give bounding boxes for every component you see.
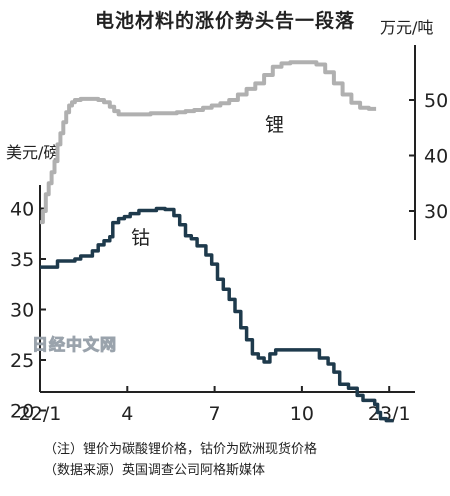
left-tick-label: 40 (10, 199, 34, 221)
note-line-1: （注）锂价为碳酸锂价格，钴价为欧洲现货价格 (44, 442, 318, 457)
x-tick-label: 7 (209, 403, 221, 425)
watermark: 日经中文网 (32, 335, 117, 354)
lithium-line (40, 60, 377, 225)
right-tick-label: 40 (424, 146, 448, 168)
note-line-2: （数据来源）英国调查公司阿格斯媒体 (44, 463, 266, 478)
left-tick-label: 25 (10, 350, 34, 372)
cobalt-line (40, 206, 394, 423)
lithium-series-label: 锂 (265, 114, 284, 136)
left-tick-label: 30 (10, 300, 34, 322)
x-tick-label: 4 (121, 403, 133, 425)
right-tick-label: 50 (424, 90, 448, 112)
right-axis-unit: 万元/吨 (380, 18, 433, 37)
left-tick-label: 20 (10, 401, 34, 423)
x-tick-label: 10 (290, 403, 314, 425)
chart-svg: 万元/吨 美元/磅 锂 钴 20 25 30 35 40 30 40 50 22/1 4 7 10… (6, 18, 448, 425)
chart-title: 电池材料的涨价势头告一段落 (94, 10, 355, 32)
x-tick-label: 22/1 (19, 403, 62, 425)
cobalt-series-label: 钴 (131, 227, 150, 249)
left-tick-label: 35 (10, 249, 34, 271)
right-tick-label: 30 (424, 201, 448, 223)
left-axis-unit: 美元/磅 (6, 143, 59, 162)
